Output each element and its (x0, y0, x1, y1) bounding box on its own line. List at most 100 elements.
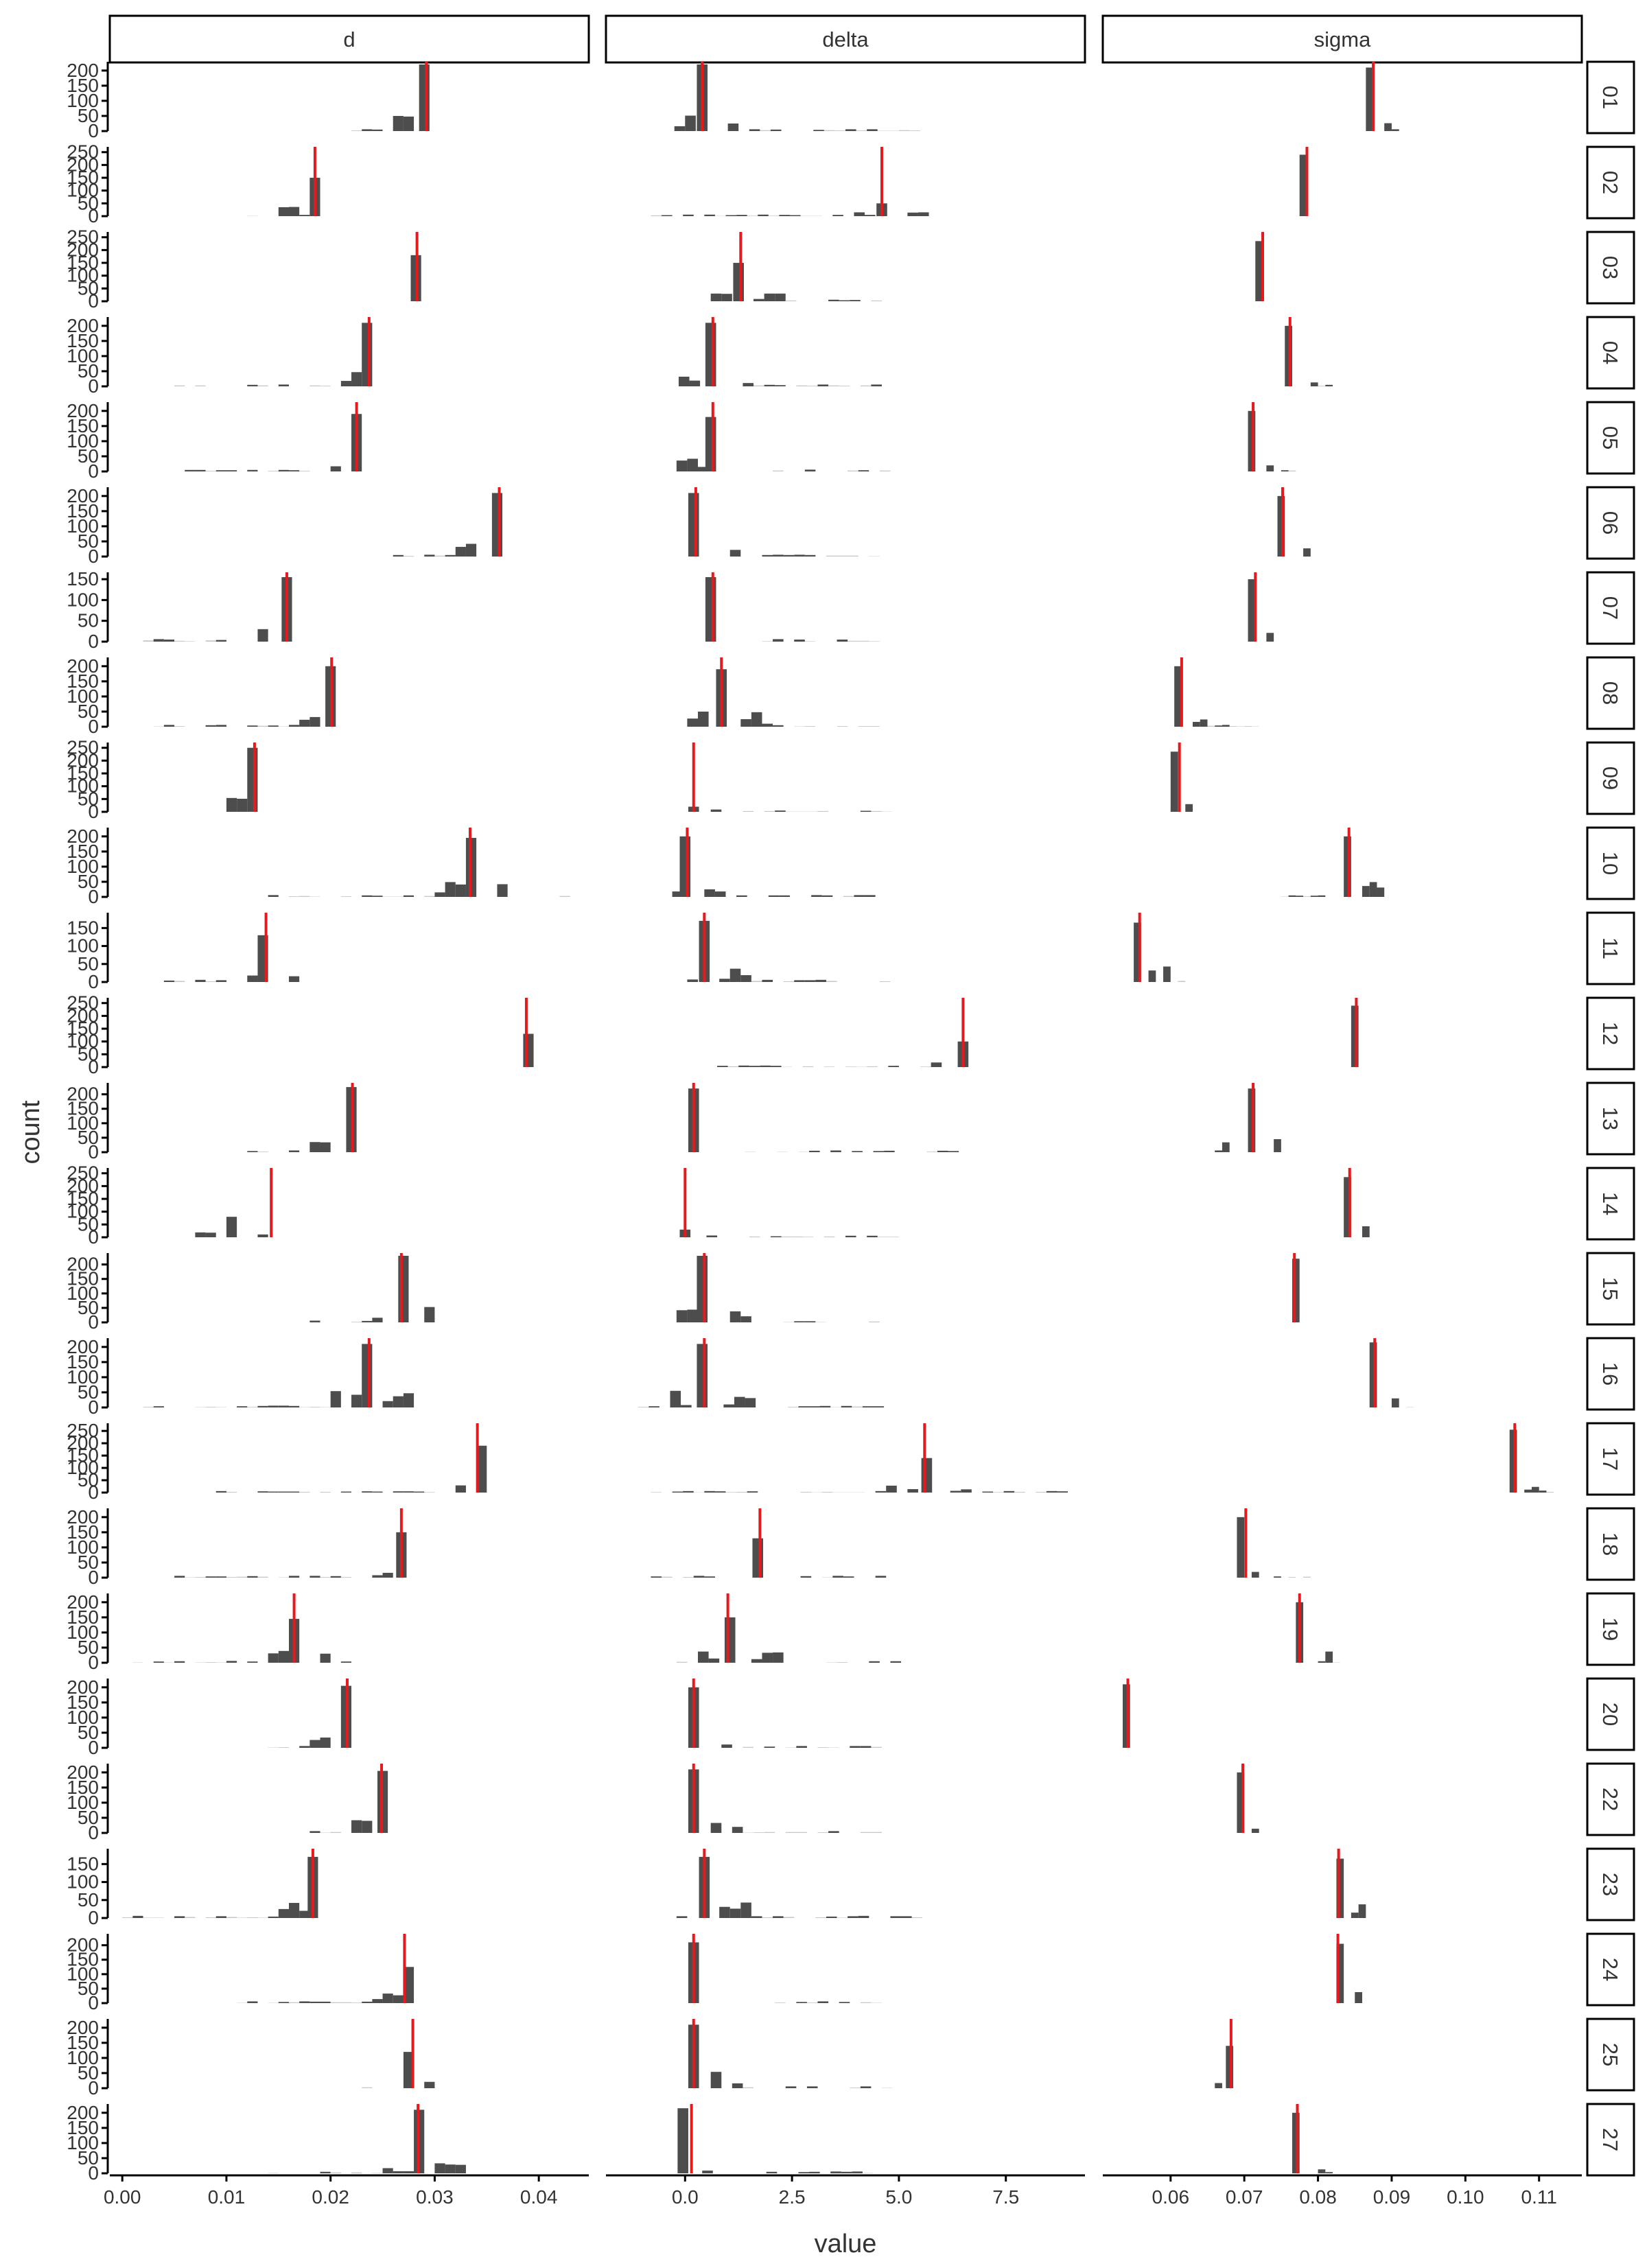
panel-d-07 (143, 572, 292, 642)
histogram-bar (456, 1486, 466, 1493)
histogram-bar (279, 1909, 289, 1918)
histogram-bar (257, 1235, 268, 1237)
histogram-bar (154, 1661, 164, 1663)
histogram-bar (289, 1492, 299, 1493)
histogram-bar (837, 726, 848, 727)
histogram-bar (445, 2164, 456, 2173)
row-strip-label: 06 (1598, 511, 1622, 535)
histogram-bar (751, 1916, 762, 1918)
row-strip-label: 17 (1598, 1447, 1622, 1471)
histogram-bar (320, 1738, 331, 1748)
histogram-bar (794, 1321, 805, 1322)
histogram-bar (331, 2002, 341, 2003)
histogram-bar (796, 2002, 807, 2003)
histogram-bar (456, 2165, 466, 2173)
row-strip-label: 03 (1598, 256, 1622, 279)
histogram-bar (685, 116, 696, 131)
histogram-bar (730, 550, 741, 557)
y-tick-label: 50 (78, 610, 99, 631)
histogram-bar (805, 980, 816, 982)
panel-sigma-03 (1255, 232, 1263, 301)
panel-sigma-25 (1215, 2019, 1233, 2088)
histogram-bar (372, 1575, 382, 1578)
histogram-bar (697, 1256, 708, 1322)
histogram-bar (1377, 887, 1384, 897)
histogram-bar (845, 129, 856, 131)
histogram-bar (1303, 1577, 1311, 1578)
histogram-bar (424, 554, 434, 557)
histogram-bar (424, 896, 434, 897)
y-tick-label: 200 (67, 400, 99, 421)
panel-delta-20 (688, 1679, 882, 1748)
histogram-bar (1244, 726, 1252, 727)
panel-sigma-14 (1344, 1168, 1370, 1237)
histogram-bar (1004, 1491, 1015, 1493)
histogram-bar (164, 981, 174, 982)
histogram-bar (694, 1576, 705, 1578)
histogram-bar (247, 976, 257, 982)
histogram-bar (888, 1066, 899, 1067)
histogram-bar (861, 2002, 872, 2003)
row-strip-label: 07 (1598, 596, 1622, 620)
histogram-bar (719, 1907, 730, 1918)
x-tick-label: 0.0 (672, 2186, 699, 2208)
histogram-bar (1057, 1491, 1068, 1493)
histogram-bar (174, 1916, 185, 1918)
panel-delta-05 (677, 402, 891, 471)
histogram-bar (773, 554, 784, 557)
histogram-bar (993, 1492, 1004, 1493)
histogram-bar (764, 811, 775, 812)
histogram-bar (195, 470, 205, 471)
histogram-bar (704, 215, 715, 216)
x-tick-label: 0.07 (1226, 2186, 1263, 2208)
histogram-bar (809, 1151, 820, 1152)
histogram-bar (683, 1491, 694, 1493)
histogram-bar (876, 1491, 887, 1493)
histogram-bar (1274, 1139, 1281, 1152)
histogram-bar (711, 2072, 722, 2088)
histogram-bar (717, 1066, 728, 1067)
histogram-bar (848, 1916, 858, 1918)
histogram-bar (434, 556, 445, 557)
histogram-bar (715, 1491, 726, 1493)
x-tick-label: 0.09 (1373, 2186, 1411, 2208)
histogram-bar (279, 207, 289, 216)
histogram-bar (247, 725, 257, 727)
histogram-bar (760, 130, 771, 131)
histogram-bar (863, 1406, 874, 1407)
histogram-bar (1325, 385, 1333, 386)
histogram-bar (122, 1917, 132, 1918)
panel-delta-22 (688, 1764, 882, 1833)
histogram-bar (237, 799, 247, 812)
histogram-bar (383, 1401, 393, 1407)
histogram-bar (1351, 1913, 1359, 1918)
histogram-bar (837, 1917, 848, 1918)
panel-d-22 (309, 1764, 388, 1833)
histogram-bar (828, 1831, 839, 1833)
y-tick-label: 200 (67, 1676, 99, 1698)
panel-sigma-17 (1510, 1423, 1554, 1493)
histogram-bar (362, 1321, 372, 1322)
histogram-bar (257, 1151, 268, 1152)
histogram-bar (794, 640, 805, 642)
histogram-bar (762, 641, 773, 642)
panel-sigma-07 (1248, 572, 1274, 642)
histogram-bar (858, 470, 869, 471)
histogram-bar (1359, 1904, 1366, 1918)
histogram-bar (736, 1492, 747, 1493)
histogram-bar (705, 577, 716, 642)
histogram-bar (769, 896, 780, 897)
histogram-bar (195, 1577, 205, 1578)
panel-delta-06 (688, 487, 880, 557)
histogram-bar (890, 1661, 901, 1663)
row-strip-label: 15 (1598, 1277, 1622, 1300)
histogram-bar (247, 385, 257, 386)
histogram-bar (738, 1066, 749, 1067)
histogram-bar (237, 1917, 247, 1918)
histogram-bar (861, 1746, 872, 1748)
panel-d-15 (309, 1253, 434, 1322)
histogram-bar (861, 2086, 872, 2088)
histogram-bar (299, 720, 309, 727)
